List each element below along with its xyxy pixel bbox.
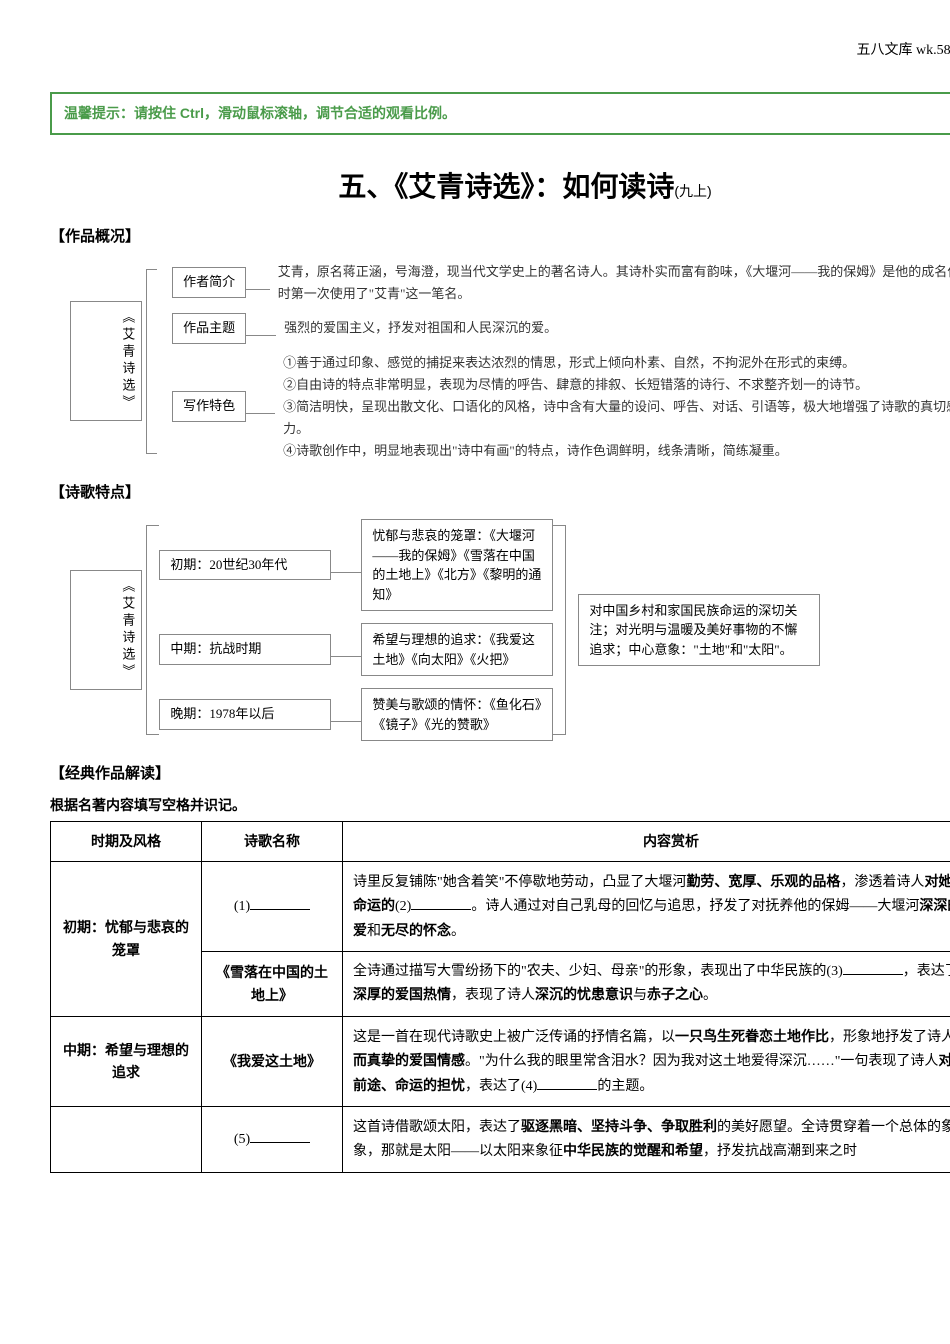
analysis-table: 时期及风格 诗歌名称 内容赏析 初期：忧郁与悲哀的笼罩 (1) 诗里反复铺陈"她… bbox=[50, 821, 950, 1172]
cell-poem-blank: (5) bbox=[202, 1106, 343, 1172]
cell-period: 中期：希望与理想的追求 bbox=[51, 1016, 202, 1106]
section-classics: 【经典作品解读】 bbox=[50, 762, 950, 786]
th-period: 时期及风格 bbox=[51, 822, 202, 861]
d2-summary: 对中国乡村和家国民族命运的深切关注；对光明与温暖及美好事物的不懈追求；中心意象：… bbox=[578, 594, 820, 667]
d2-root: 《艾青诗选》 bbox=[70, 570, 142, 690]
d2-period-label: 中期：抗战时期 bbox=[159, 634, 331, 665]
table-row: (5) 这首诗借歌颂太阳，表达了驱逐黑暗、坚持斗争、争取胜利的美好愿望。全诗贯穿… bbox=[51, 1106, 950, 1172]
d1-branch-label: 作品主题 bbox=[172, 313, 246, 344]
d1-branch-label: 作者简介 bbox=[172, 267, 246, 298]
cell-content: 这首诗借歌颂太阳，表达了驱逐黑暗、坚持斗争、争取胜利的美好愿望。全诗贯穿着一个总… bbox=[343, 1106, 950, 1172]
tip-box: 温馨提示：请按住 Ctrl，滑动鼠标滚轴，调节合适的观看比例。 bbox=[50, 92, 950, 134]
section-features: 【诗歌特点】 bbox=[50, 481, 950, 505]
table-row: 初期：忧郁与悲哀的笼罩 (1) 诗里反复铺陈"她含着笑"不停歇地劳动，凸显了大堰… bbox=[51, 861, 950, 951]
d2-period-label: 晚期：1978年以后 bbox=[159, 699, 331, 730]
d2-period-works: 忧郁与悲哀的笼罩：《大堰河——我的保姆》《雪落在中国的土地上》《北方》《黎明的通… bbox=[361, 519, 553, 611]
cell-period-empty bbox=[51, 1106, 202, 1172]
title-sub: (九上) bbox=[674, 183, 711, 199]
table-row: 中期：希望与理想的追求 《我爱这土地》 这是一首在现代诗歌史上被广泛传诵的抒情名… bbox=[51, 1016, 950, 1106]
th-poem: 诗歌名称 bbox=[202, 822, 343, 861]
diagram-overview: 《艾青诗选》 作者简介 艾青，原名蒋正涵，号海澄，现当代文学史上的著名诗人。其诗… bbox=[70, 257, 950, 466]
d1-root: 《艾青诗选》 bbox=[70, 301, 142, 421]
th-content: 内容赏析 bbox=[343, 822, 950, 861]
cell-poem: 《我爱这土地》 bbox=[202, 1016, 343, 1106]
d2-period-label: 初期：20世纪30年代 bbox=[159, 550, 331, 581]
d1-branch-text: 强烈的爱国主义，抒发对祖国和人民深沉的爱。 bbox=[276, 317, 557, 339]
cell-period: 初期：忧郁与悲哀的笼罩 bbox=[51, 861, 202, 1016]
cell-content: 全诗通过描写大雪纷扬下的"农夫、少妇、母亲"的形象，表现出了中华民族的(3)，表… bbox=[343, 951, 950, 1016]
d1-branch-label: 写作特色 bbox=[172, 391, 246, 422]
cell-content: 这是一首在现代诗歌史上被广泛传诵的抒情名篇，以一只鸟生死眷恋土地作比，形象地抒发… bbox=[343, 1016, 950, 1106]
d2-period-works: 希望与理想的追求：《我爱这土地》《向太阳》《火把》 bbox=[361, 623, 553, 676]
d1-branch-text: 艾青，原名蒋正涵，号海澄，现当代文学史上的著名诗人。其诗朴实而富有韵味，《大堰河… bbox=[270, 261, 950, 305]
title-main: 五、《艾青诗选》：如何读诗 bbox=[338, 171, 674, 202]
site-header: 五八文库 wk.58sms.com bbox=[50, 40, 950, 62]
diagram-features: 《艾青诗选》 初期：20世纪30年代 忧郁与悲哀的笼罩：《大堰河——我的保姆》《… bbox=[70, 513, 950, 747]
section-overview: 【作品概况】 bbox=[50, 225, 950, 249]
cell-poem: 《雪落在中国的土地上》 bbox=[202, 951, 343, 1016]
cell-poem-blank: (1) bbox=[202, 861, 343, 951]
page-title: 五、《艾青诗选》：如何读诗(九上) bbox=[50, 165, 950, 210]
d2-period-works: 赞美与歌颂的情怀：《鱼化石》《镜子》《光的赞歌》 bbox=[361, 688, 553, 741]
cell-content: 诗里反复铺陈"她含着笑"不停歇地劳动，凸显了大堰河勤劳、宽厚、乐观的品格，渗透着… bbox=[343, 861, 950, 951]
instruction: 根据名著内容填写空格并识记。 bbox=[50, 794, 950, 816]
d1-branch-text: ①善于通过印象、感觉的捕捉来表达浓烈的情思，形式上倾向朴素、自然，不拘泥外在形式… bbox=[275, 352, 950, 462]
